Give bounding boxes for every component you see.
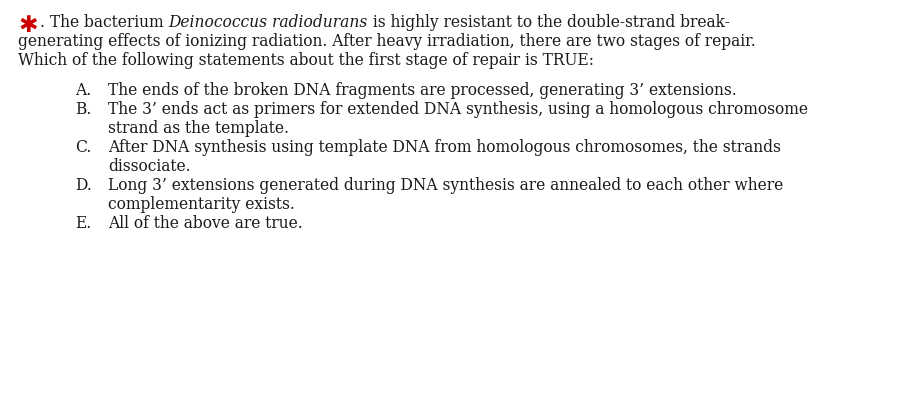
Text: Long 3’ extensions generated during DNA synthesis are annealed to each other whe: Long 3’ extensions generated during DNA … [108, 177, 783, 195]
Text: B.: B. [75, 101, 92, 118]
Text: The 3’ ends act as primers for extended DNA synthesis, using a homologous chromo: The 3’ ends act as primers for extended … [108, 101, 808, 118]
Text: After DNA synthesis using template DNA from homologous chromosomes, the strands: After DNA synthesis using template DNA f… [108, 140, 781, 156]
Text: A.: A. [75, 83, 91, 99]
Text: Which of the following statements about the first stage of repair is TRUE:: Which of the following statements about … [18, 52, 594, 69]
Text: ✱: ✱ [18, 14, 38, 37]
Text: . The bacterium: . The bacterium [40, 14, 169, 31]
Text: D.: D. [75, 177, 92, 195]
Text: is highly resistant to the double-strand break-: is highly resistant to the double-strand… [368, 14, 730, 31]
Text: complementarity exists.: complementarity exists. [108, 196, 295, 213]
Text: strand as the template.: strand as the template. [108, 120, 289, 138]
Text: generating effects of ionizing radiation. After heavy irradiation, there are two: generating effects of ionizing radiation… [18, 33, 756, 50]
Text: C.: C. [75, 140, 92, 156]
Text: E.: E. [75, 215, 91, 232]
Text: dissociate.: dissociate. [108, 158, 191, 175]
Text: All of the above are true.: All of the above are true. [108, 215, 303, 232]
Text: Deinococcus radiodurans: Deinococcus radiodurans [169, 14, 368, 31]
Text: The ends of the broken DNA fragments are processed, generating 3’ extensions.: The ends of the broken DNA fragments are… [108, 83, 737, 99]
